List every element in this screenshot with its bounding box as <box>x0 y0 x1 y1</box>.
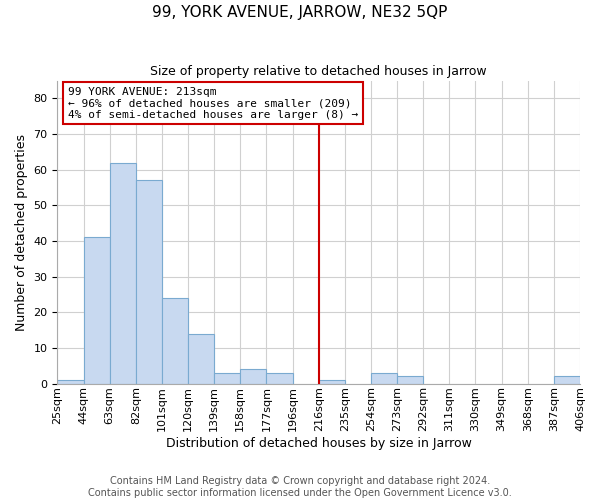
Title: Size of property relative to detached houses in Jarrow: Size of property relative to detached ho… <box>151 65 487 78</box>
Bar <box>136 180 162 384</box>
Bar <box>241 370 266 384</box>
Bar <box>266 373 293 384</box>
Bar <box>58 380 83 384</box>
Bar <box>214 373 241 384</box>
Bar <box>371 373 397 384</box>
X-axis label: Distribution of detached houses by size in Jarrow: Distribution of detached houses by size … <box>166 437 472 450</box>
Text: 99 YORK AVENUE: 213sqm
← 96% of detached houses are smaller (209)
4% of semi-det: 99 YORK AVENUE: 213sqm ← 96% of detached… <box>68 86 358 120</box>
Bar <box>397 376 423 384</box>
Text: Contains HM Land Registry data © Crown copyright and database right 2024.
Contai: Contains HM Land Registry data © Crown c… <box>88 476 512 498</box>
Bar <box>110 162 136 384</box>
Y-axis label: Number of detached properties: Number of detached properties <box>15 134 28 330</box>
Bar <box>83 238 110 384</box>
Bar <box>319 380 345 384</box>
Text: 99, YORK AVENUE, JARROW, NE32 5QP: 99, YORK AVENUE, JARROW, NE32 5QP <box>152 5 448 20</box>
Bar <box>554 376 580 384</box>
Bar <box>162 298 188 384</box>
Bar <box>188 334 214 384</box>
